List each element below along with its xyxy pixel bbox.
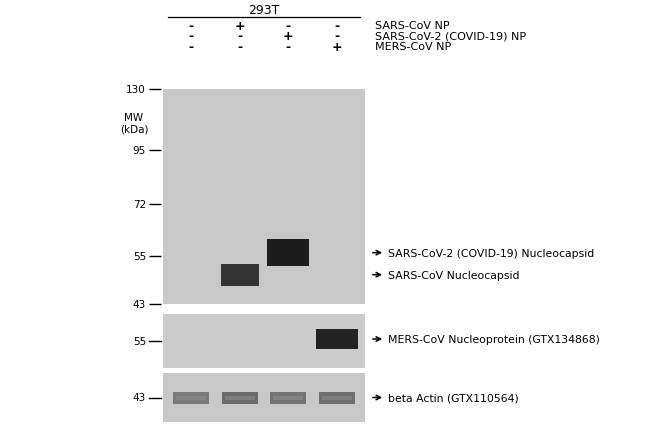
- Bar: [222, 392, 257, 404]
- Bar: [322, 396, 352, 399]
- Text: -: -: [335, 19, 339, 32]
- Text: 130: 130: [126, 85, 146, 95]
- Text: +: +: [235, 19, 245, 32]
- Bar: [319, 392, 355, 404]
- Text: -: -: [286, 40, 291, 53]
- Text: 72: 72: [133, 200, 146, 209]
- Text: 43: 43: [133, 393, 146, 402]
- Bar: [176, 396, 206, 399]
- Text: -: -: [237, 40, 242, 53]
- Text: MERS-CoV NP: MERS-CoV NP: [375, 42, 451, 52]
- Bar: [163, 314, 365, 368]
- Text: SARS-CoV-2 (COVID-19) NP: SARS-CoV-2 (COVID-19) NP: [375, 31, 526, 41]
- Text: 43: 43: [133, 299, 146, 309]
- Text: -: -: [335, 29, 339, 43]
- Text: SARS-CoV-2 (COVID-19) Nucleocapsid: SARS-CoV-2 (COVID-19) Nucleocapsid: [388, 248, 594, 258]
- Bar: [225, 396, 255, 399]
- Text: +: +: [332, 40, 343, 53]
- Bar: [316, 329, 358, 349]
- Text: -: -: [188, 19, 194, 32]
- Text: 95: 95: [133, 146, 146, 156]
- Text: 293T: 293T: [248, 3, 280, 16]
- Text: -: -: [237, 29, 242, 43]
- Text: MERS-CoV Nucleoprotein (GTX134868): MERS-CoV Nucleoprotein (GTX134868): [388, 334, 600, 344]
- Text: -: -: [188, 29, 194, 43]
- Text: SARS-CoV NP: SARS-CoV NP: [375, 21, 450, 31]
- Bar: [270, 392, 306, 404]
- Bar: [163, 90, 365, 304]
- Text: +: +: [283, 29, 294, 43]
- Text: 55: 55: [133, 252, 146, 261]
- Bar: [173, 392, 209, 404]
- Bar: [220, 264, 259, 286]
- Text: SARS-CoV Nucleocapsid: SARS-CoV Nucleocapsid: [388, 270, 519, 280]
- Text: -: -: [286, 19, 291, 32]
- Bar: [274, 396, 304, 399]
- Text: 55: 55: [133, 336, 146, 346]
- Text: beta Actin (GTX110564): beta Actin (GTX110564): [388, 393, 519, 402]
- Bar: [163, 373, 365, 422]
- Text: -: -: [188, 40, 194, 53]
- Text: MW
(kDa): MW (kDa): [120, 112, 148, 134]
- Bar: [267, 240, 309, 267]
